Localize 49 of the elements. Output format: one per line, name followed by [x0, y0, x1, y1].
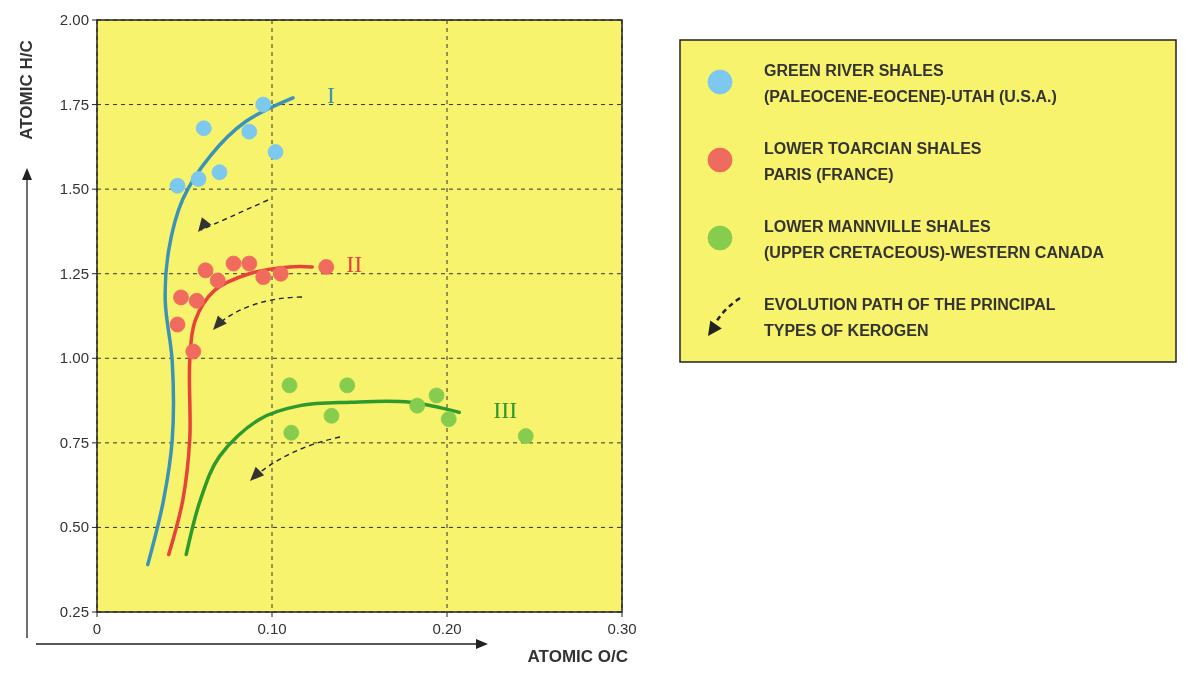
legend-label: LOWER MANNVILLE SHALES (UPPER CRETACEOUS)-WESTERN CANADA: [764, 218, 1105, 261]
y-tick-label: 0.75: [59, 433, 89, 451]
text: EVOLUTION PATH OF THE PRINCIPAL TYPES OF KEROGEN: [764, 296, 1056, 339]
point: [272, 265, 289, 282]
point: [255, 269, 272, 285]
point: [428, 387, 445, 404]
y-tick-label: 1.00: [59, 349, 89, 367]
line-series: [146, 96, 295, 567]
point: [211, 164, 228, 181]
point: [517, 428, 534, 444]
series-label: III: [493, 396, 518, 423]
point: [267, 144, 284, 160]
point: [185, 343, 202, 360]
y-tick-label: 1.25: [59, 264, 89, 282]
point: [173, 289, 189, 306]
series-label: II: [346, 251, 363, 278]
point: [169, 316, 186, 333]
y-tick-label: 0.50: [59, 518, 89, 536]
y-tick-label: 0.25: [59, 603, 89, 620]
point: [195, 120, 212, 137]
point: [241, 255, 258, 272]
x-tick-label: 0.30: [607, 620, 637, 637]
x-axis-title: ATOMIC O/C: [527, 647, 628, 666]
x-tick-label: 0: [92, 620, 102, 637]
point: [318, 259, 335, 275]
legend-label: LOWER TOARCIAN SHALES PARIS (FRANCE): [764, 140, 982, 183]
point: [241, 123, 258, 140]
point: [188, 292, 205, 309]
point: [440, 411, 457, 428]
x-tick-label: 0.20: [432, 620, 462, 637]
series-label: I: [327, 82, 335, 109]
point: [169, 177, 186, 194]
point: [283, 424, 300, 441]
point: [281, 377, 298, 394]
point: [409, 397, 426, 414]
y-axis-title: ATOMIC H/C: [17, 40, 36, 140]
point: [197, 262, 214, 279]
point: [225, 255, 242, 272]
legend-label: GREEN RIVER SHALES (PALEOCENE-EOCENE)-UTAH (U.S.A.): [764, 62, 1057, 105]
point: [323, 407, 340, 424]
y-tick-label: 1.75: [59, 95, 89, 113]
point: [190, 171, 207, 187]
point: [209, 272, 226, 289]
y-tick-label: 1.50: [59, 180, 89, 198]
x-tick-label: 0.10: [257, 620, 287, 637]
line-series: [184, 399, 461, 557]
y-tick-label: 2.00: [59, 11, 89, 28]
point: [255, 96, 272, 113]
point: [339, 377, 356, 394]
